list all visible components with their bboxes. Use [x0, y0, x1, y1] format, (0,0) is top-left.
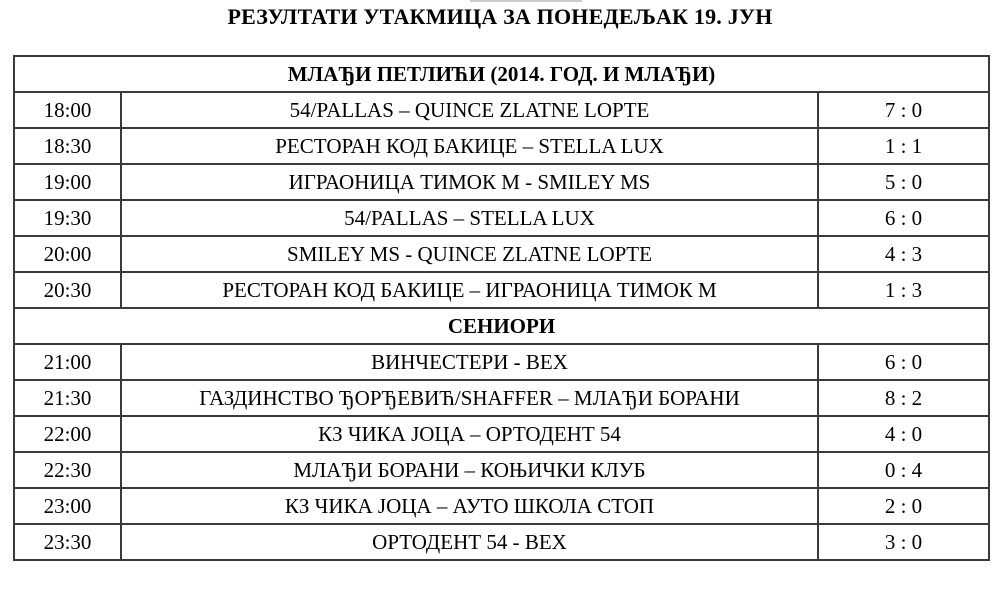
- time-cell: 23:00: [13, 487, 122, 525]
- results-table: МЛАЂИ ПЕТЛИЋИ (2014. ГОД. И МЛАЂИ) 18:00 5…: [12, 55, 991, 561]
- match-row: 19:30 54/PALLAS – STELLA LUX 6 : 0: [13, 199, 991, 237]
- match-cell: ВИНЧЕСТЕРИ - ВЕХ: [120, 343, 819, 381]
- section-header: МЛАЂИ ПЕТЛИЋИ (2014. ГОД. И МЛАЂИ): [12, 55, 991, 93]
- results-table-body: МЛАЂИ ПЕТЛИЋИ (2014. ГОД. И МЛАЂИ) 18:00 5…: [12, 55, 991, 561]
- score-cell: 6 : 0: [816, 199, 991, 237]
- match-cell: 54/PALLAS – STELLA LUX: [120, 199, 819, 237]
- match-row: 23:30 ОРТОДЕНТ 54 - ВЕХ 3 : 0: [13, 523, 991, 561]
- time-cell: 18:00: [13, 91, 122, 129]
- match-cell: МЛАЂИ БОРАНИ – КОЊИЧКИ КЛУБ: [120, 451, 819, 489]
- score-cell: 1 : 1: [816, 127, 991, 165]
- match-row: 19:00 ИГРАОНИЦА ТИМОК М - SMILEY MS 5 : 0: [13, 163, 991, 201]
- time-cell: 22:30: [13, 451, 122, 489]
- match-cell: РЕСТОРАН КОД БАКИЦЕ – ИГРАОНИЦА ТИМОК М: [120, 271, 819, 309]
- score-cell: 1 : 3: [816, 271, 991, 309]
- match-cell: КЗ ЧИКА ЈОЦА – АУТО ШКОЛА СТОП: [120, 487, 819, 525]
- match-row: 21:30 ГАЗДИНСТВО ЂОРЂЕВИЋ/SHAFFER – МЛАЂИ…: [13, 379, 991, 417]
- score-cell: 0 : 4: [816, 451, 991, 489]
- match-cell: SMILEY MS - QUINCE ZLATNE LOPTE: [120, 235, 819, 273]
- match-row: 21:00 ВИНЧЕСТЕРИ - ВЕХ 6 : 0: [13, 343, 991, 381]
- time-cell: 19:00: [13, 163, 122, 201]
- match-row: 22:00 КЗ ЧИКА ЈОЦА – ОРТОДЕНТ 54 4 : 0: [13, 415, 991, 453]
- time-cell: 21:00: [13, 343, 122, 381]
- time-cell: 18:30: [13, 127, 122, 165]
- score-cell: 4 : 3: [816, 235, 991, 273]
- score-cell: 8 : 2: [816, 379, 991, 417]
- time-cell: 20:00: [13, 235, 122, 273]
- score-cell: 5 : 0: [816, 163, 991, 201]
- match-row: 23:00 КЗ ЧИКА ЈОЦА – АУТО ШКОЛА СТОП 2 : 0: [13, 487, 991, 525]
- score-cell: 3 : 0: [816, 523, 991, 561]
- time-cell: 22:00: [13, 415, 122, 453]
- cropped-artifact-line: [470, 0, 582, 2]
- time-cell: 21:30: [13, 379, 122, 417]
- match-cell: 54/PALLAS – QUINCE ZLATNE LOPTE: [120, 91, 819, 129]
- time-cell: 23:30: [13, 523, 122, 561]
- match-cell: КЗ ЧИКА ЈОЦА – ОРТОДЕНТ 54: [120, 415, 819, 453]
- section-header: СЕНИОРИ: [12, 307, 991, 345]
- score-cell: 2 : 0: [816, 487, 991, 525]
- page-title: РЕЗУЛТАТИ УТАКМИЦА ЗА ПОНЕДЕЉАК 19. ЈУН: [227, 4, 773, 29]
- match-row: 20:00 SMILEY MS - QUINCE ZLATNE LOPTE 4 : …: [13, 235, 991, 273]
- match-row: 20:30 РЕСТОРАН КОД БАКИЦЕ – ИГРАОНИЦА ТИМ…: [13, 271, 991, 309]
- match-cell: ИГРАОНИЦА ТИМОК М - SMILEY MS: [120, 163, 819, 201]
- match-cell: РЕСТОРАН КОД БАКИЦЕ – STELLA LUX: [120, 127, 819, 165]
- time-cell: 20:30: [13, 271, 122, 309]
- section-header-row: МЛАЂИ ПЕТЛИЋИ (2014. ГОД. И МЛАЂИ): [12, 55, 991, 93]
- score-cell: 6 : 0: [816, 343, 991, 381]
- match-row: 18:00 54/PALLAS – QUINCE ZLATNE LOPTE 7 : …: [13, 91, 991, 129]
- section-header-row: СЕНИОРИ: [12, 307, 991, 345]
- match-cell: ГАЗДИНСТВО ЂОРЂЕВИЋ/SHAFFER – МЛАЂИ БОРА…: [120, 379, 819, 417]
- score-cell: 7 : 0: [816, 91, 991, 129]
- score-cell: 4 : 0: [816, 415, 991, 453]
- match-cell: ОРТОДЕНТ 54 - ВЕХ: [120, 523, 819, 561]
- match-row: 18:30 РЕСТОРАН КОД БАКИЦЕ – STELLA LUX 1 :…: [13, 127, 991, 165]
- time-cell: 19:30: [13, 199, 122, 237]
- match-row: 22:30 МЛАЂИ БОРАНИ – КОЊИЧКИ КЛУБ 0 : 4: [13, 451, 991, 489]
